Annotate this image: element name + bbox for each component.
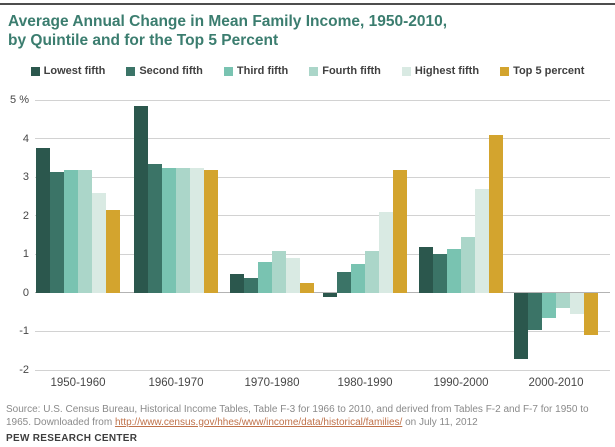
legend-label: Top 5 percent <box>513 65 585 77</box>
title-line-2: by Quintile and for the Top 5 Percent <box>8 32 279 49</box>
bar-fourth-fifth-2000-2010 <box>556 292 570 308</box>
bar-top-5-percent-1950-1960 <box>106 209 120 293</box>
bar-fourth-fifth-1960-1970 <box>176 167 190 293</box>
bar-top-5-percent-1970-1980 <box>300 282 314 293</box>
legend-item-top-5-percent: Top 5 percent <box>500 65 584 77</box>
x-axis-label-2000-2010: 2000-2010 <box>528 377 584 389</box>
legend-item-highest-fifth: Highest fifth <box>401 65 480 77</box>
legend-swatch-icon <box>223 66 233 76</box>
bar-second-fifth-1970-1980 <box>244 277 258 293</box>
y-axis-tick-label: 2 <box>22 209 29 222</box>
bar-third-fifth-1970-1980 <box>258 261 272 293</box>
bar-lowest-fifth-1950-1960 <box>36 147 50 293</box>
bar-top-5-percent-1960-1970 <box>204 169 218 293</box>
x-axis-label-1990-2000: 1990-2000 <box>433 377 489 389</box>
bar-highest-fifth-1970-1980 <box>286 257 300 293</box>
bar-third-fifth-1950-1960 <box>64 169 78 293</box>
bar-lowest-fifth-1970-1980 <box>230 273 244 293</box>
bar-third-fifth-1960-1970 <box>162 167 176 293</box>
gridline <box>35 253 610 255</box>
x-axis-label-1950-1960: 1950-1960 <box>50 377 106 389</box>
legend-item-second-fifth: Second fifth <box>126 65 203 77</box>
bar-fourth-fifth-1980-1990 <box>365 250 379 293</box>
chart-legend: Lowest fifth Second fifth Third fifth Fourt… <box>0 63 615 79</box>
bar-second-fifth-1980-1990 <box>337 271 351 293</box>
title-line-1: Average Annual Change in Mean Family Inc… <box>8 13 448 30</box>
bar-lowest-fifth-2000-2010 <box>514 292 528 359</box>
y-axis-tick-label: -2 <box>19 364 29 376</box>
legend-item-fourth-fifth: Fourth fifth <box>309 65 381 77</box>
gridline <box>35 99 610 101</box>
bar-highest-fifth-1960-1970 <box>190 167 204 293</box>
legend-swatch-icon <box>309 66 319 76</box>
legend-item-lowest-fifth: Lowest fifth <box>30 65 106 77</box>
legend-swatch-icon <box>401 66 411 76</box>
bar-third-fifth-2000-2010 <box>542 292 556 318</box>
gridline <box>35 369 610 371</box>
bar-lowest-fifth-1960-1970 <box>134 105 148 293</box>
source-link[interactable]: http://www.census.gov/hhes/www/income/da… <box>114 416 403 428</box>
bar-top-5-percent-2000-2010 <box>584 292 598 335</box>
source-text: Source: U.S. Census Bureau, Historical I… <box>6 404 589 428</box>
y-axis-tick-label: 4 <box>22 132 29 145</box>
bar-lowest-fifth-1980-1990 <box>323 292 337 297</box>
bar-highest-fifth-1980-1990 <box>379 211 393 293</box>
y-axis-tick-label: -1 <box>19 325 29 338</box>
gridline <box>35 215 610 217</box>
y-axis-tick-label: 3 <box>22 171 29 184</box>
legend-item-third-fifth: Third fifth <box>223 65 289 77</box>
gridline <box>35 330 610 332</box>
bar-third-fifth-1980-1990 <box>351 263 365 293</box>
bar-highest-fifth-1950-1960 <box>92 192 106 293</box>
bar-fourth-fifth-1990-2000 <box>461 236 475 293</box>
bar-top-5-percent-1990-2000 <box>489 134 503 293</box>
legend-label: Second fifth <box>139 65 203 77</box>
legend-label: Third fifth <box>236 65 289 77</box>
bar-top-5-percent-1980-1990 <box>393 169 407 293</box>
page-title: Average Annual Change in Mean Family Inc… <box>8 12 608 50</box>
bar-second-fifth-2000-2010 <box>528 292 542 330</box>
x-axis-label-1980-1990: 1980-1990 <box>337 377 393 389</box>
legend-label: Fourth fifth <box>322 65 381 77</box>
y-axis-tick-label: 5 % <box>10 94 29 106</box>
bar-second-fifth-1960-1970 <box>148 163 162 293</box>
bar-fourth-fifth-1970-1980 <box>272 250 286 293</box>
gridline <box>35 176 610 178</box>
bar-third-fifth-1990-2000 <box>447 248 461 293</box>
bar-lowest-fifth-1990-2000 <box>419 246 433 293</box>
legend-swatch-icon <box>500 66 510 76</box>
bar-highest-fifth-2000-2010 <box>570 292 584 314</box>
legend-swatch-icon <box>30 66 40 76</box>
top-divider <box>0 3 615 5</box>
x-axis-label-1960-1970: 1960-1970 <box>148 377 204 389</box>
y-axis-tick-label: 1 <box>22 248 29 261</box>
legend-swatch-icon <box>126 66 136 76</box>
bar-second-fifth-1990-2000 <box>433 253 447 293</box>
legend-label: Highest fifth <box>414 65 480 77</box>
x-axis-label-1970-1980: 1970-1980 <box>244 377 300 389</box>
y-axis-tick-label: 0 <box>22 286 29 299</box>
gridline <box>35 138 610 140</box>
legend-label: Lowest fifth <box>43 65 106 77</box>
bar-fourth-fifth-1950-1960 <box>78 169 92 293</box>
source-text-suffix: on July 11, 2012 <box>402 416 478 428</box>
zero-axis-line <box>35 292 610 294</box>
pew-research-center-wordmark: PEW RESEARCH CENTER <box>6 433 138 444</box>
bar-highest-fifth-1990-2000 <box>475 188 489 293</box>
source-note: Source: U.S. Census Bureau, Historical I… <box>6 404 612 429</box>
bar-second-fifth-1950-1960 <box>50 171 64 293</box>
